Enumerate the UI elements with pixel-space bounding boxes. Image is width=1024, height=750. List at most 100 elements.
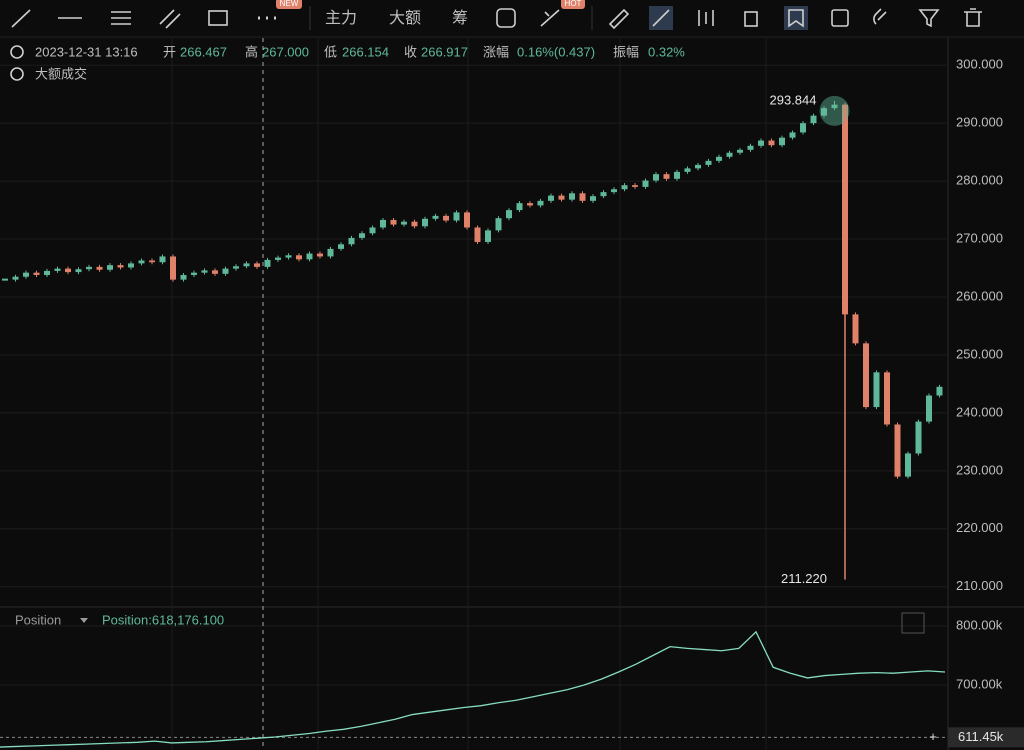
dropdown[interactable] [80, 618, 88, 623]
current-tag [948, 727, 1024, 748]
y-tick-label: 700.00k [956, 676, 1003, 691]
tool-icon[interactable] [744, 11, 758, 27]
tool-magnet[interactable] [873, 8, 887, 25]
candle [800, 123, 806, 133]
y-tick-label: 220.000 [956, 520, 1003, 535]
candle [642, 180, 649, 187]
tool-text[interactable]: 大额 [389, 9, 421, 27]
candle [873, 372, 880, 408]
candle [149, 260, 155, 263]
tool-line[interactable] [11, 9, 31, 28]
tool-candle[interactable] [698, 10, 714, 26]
badge-text: NEW [280, 0, 299, 8]
header: 2023-12-31 13:16 开 266.467 高 267.000 低 2… [10, 44, 685, 81]
candle [600, 192, 607, 197]
candle [674, 171, 680, 179]
candle [632, 185, 638, 187]
candle [33, 272, 40, 275]
tool-text[interactable]: 筹 [452, 9, 468, 27]
candle [810, 115, 817, 124]
candle [590, 196, 596, 201]
tool-icon [788, 9, 804, 28]
candle [831, 104, 838, 109]
candle [191, 272, 197, 275]
legend: Position:618,176.100 [102, 612, 224, 627]
crosshair-plus: + [929, 729, 937, 744]
value: 266.917 [421, 44, 468, 59]
tool-parallel[interactable] [159, 9, 181, 29]
tool-channel[interactable] [111, 11, 131, 25]
y-tick-label: 250.000 [956, 346, 1003, 361]
candle [233, 266, 239, 269]
label: 振幅 [613, 44, 639, 59]
indicator-name: 大额成交 [35, 66, 87, 81]
value: 0.16%(0.437) [517, 44, 595, 59]
y-tick-label: 240.000 [956, 404, 1003, 419]
candle [926, 395, 932, 422]
tool-text[interactable]: 主力 [325, 9, 357, 27]
tool-rect[interactable] [208, 10, 228, 26]
value: 267.000 [262, 44, 309, 59]
date: 2023-12-31 13:16 [35, 44, 138, 59]
candle [443, 215, 449, 221]
candle [716, 156, 722, 161]
toggle[interactable] [10, 67, 24, 81]
y-tick-label: 270.000 [956, 230, 1003, 245]
candle [621, 185, 628, 190]
candle [422, 218, 428, 227]
candle [327, 248, 334, 257]
candle [453, 212, 460, 221]
grid [0, 38, 948, 750]
candle [285, 255, 292, 258]
candle [222, 268, 229, 274]
candle [44, 270, 50, 275]
tool-ruler[interactable] [608, 8, 630, 30]
candle [821, 108, 827, 116]
candle [75, 269, 82, 273]
candle [212, 270, 218, 274]
candle [915, 421, 922, 454]
current-label: 611.45k [958, 729, 1004, 744]
candle [254, 263, 260, 267]
tool-icon[interactable] [831, 9, 849, 27]
tool-filter[interactable] [918, 9, 940, 28]
candle [201, 270, 208, 273]
candle [695, 164, 701, 169]
expand-button[interactable] [901, 612, 925, 634]
candle [663, 174, 670, 179]
candle [485, 230, 491, 242]
badge [276, 0, 302, 9]
toggle[interactable] [10, 45, 24, 59]
candle [863, 343, 869, 408]
candle [527, 203, 533, 206]
candle [411, 221, 418, 227]
pane-title[interactable]: Position [15, 612, 61, 627]
candle [23, 272, 29, 277]
y-tick-label: 290.000 [956, 115, 1003, 130]
candle [432, 215, 439, 219]
candle [264, 259, 271, 267]
candle [65, 268, 71, 273]
badge [561, 0, 585, 9]
candle [464, 212, 470, 228]
candle [243, 263, 250, 267]
candle [768, 140, 775, 146]
value: 0.32% [648, 44, 685, 59]
candle [779, 137, 785, 146]
label: 收 [404, 44, 417, 59]
candle [54, 268, 61, 271]
tool-icon[interactable] [540, 9, 560, 27]
candle [180, 274, 187, 280]
tool-delete[interactable] [964, 8, 982, 27]
tool-icon[interactable] [496, 8, 516, 28]
candle [684, 168, 691, 172]
candle [852, 314, 859, 344]
candle [159, 256, 166, 263]
label: 低 [324, 44, 337, 59]
candle [317, 253, 323, 257]
candle [390, 219, 397, 225]
candle [138, 260, 145, 264]
candle [380, 219, 386, 228]
